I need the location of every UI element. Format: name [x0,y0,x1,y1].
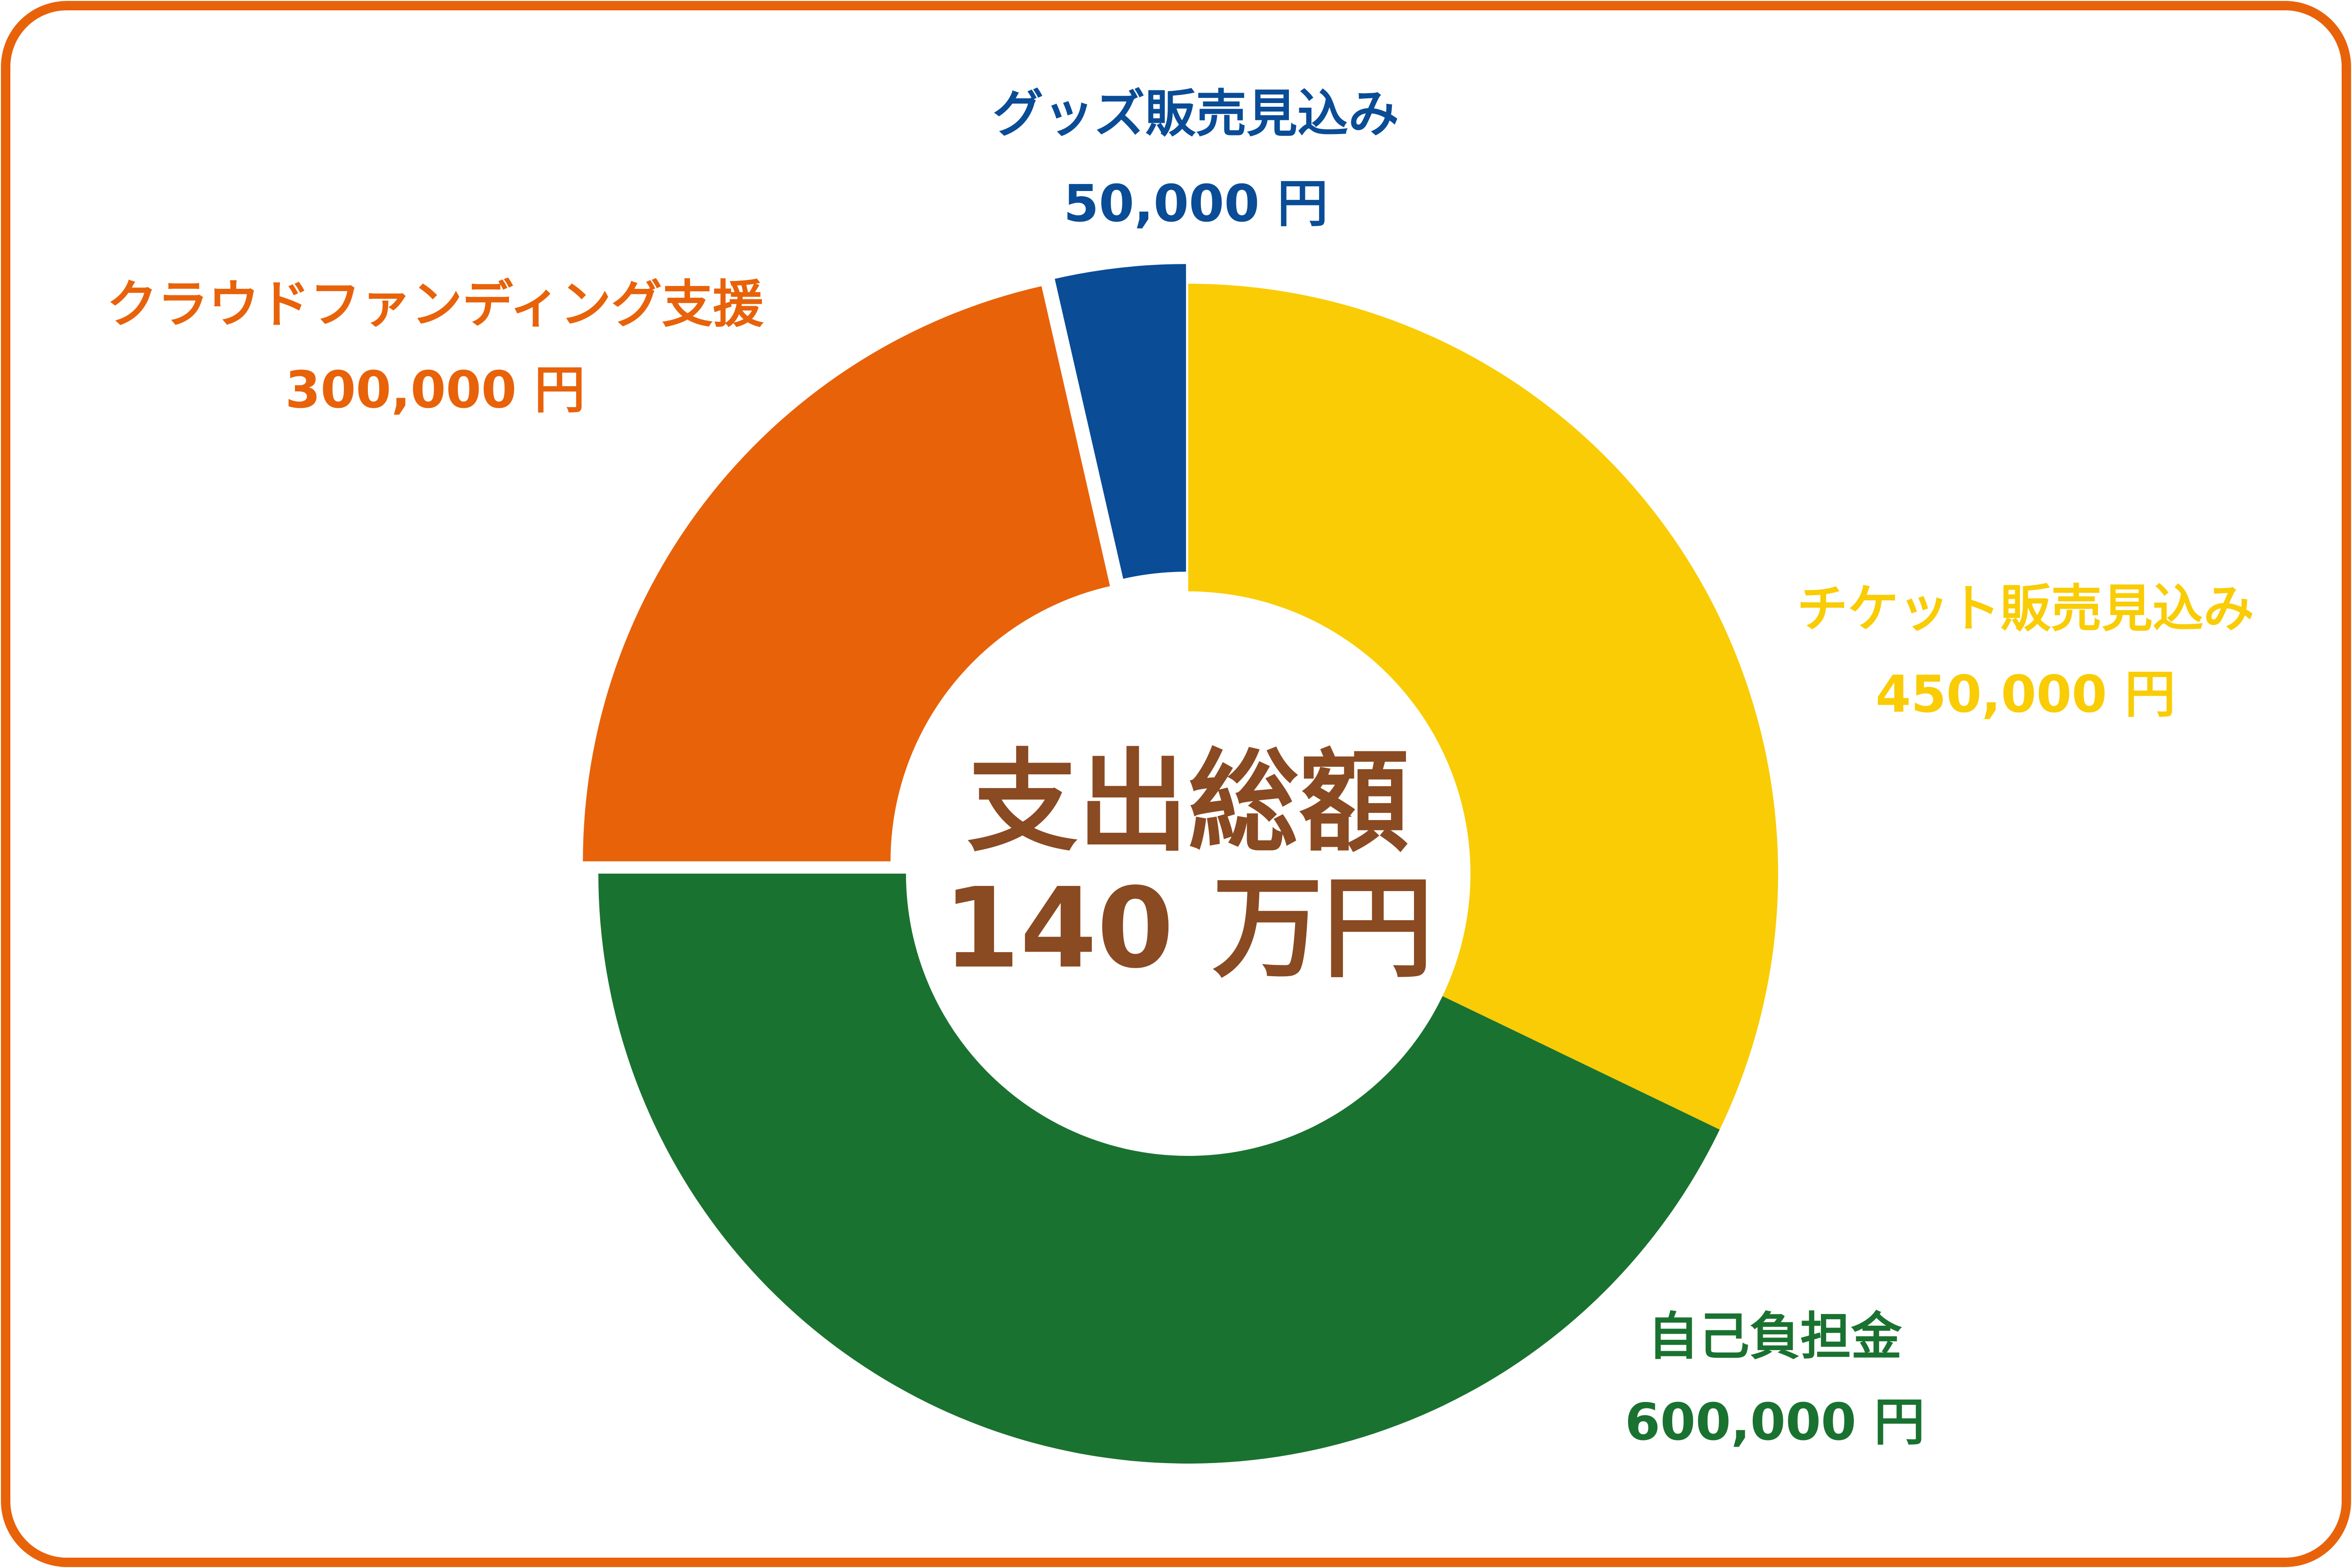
value-label: 300,000 円 [285,361,585,420]
center-title: 支出総額 [967,738,1409,867]
slice [1188,284,1778,1130]
value-label: 50,000 円 [1064,175,1328,233]
slice [583,286,1110,861]
value-label: 600,000 円 [1625,1393,1925,1452]
slices [583,264,1778,1464]
slice-label: 自己負担金 [1648,1307,1902,1366]
slice-label: チケット販売見込み [1797,580,2254,638]
slice [1055,264,1186,579]
slice-label: クラウドファンディング支援 [107,275,764,334]
value-label: 450,000 円 [1875,665,2176,724]
center-value: 140 万円 [943,864,1433,993]
slice [598,874,1720,1464]
slice-label: グッズ販売見込み [993,85,1399,143]
